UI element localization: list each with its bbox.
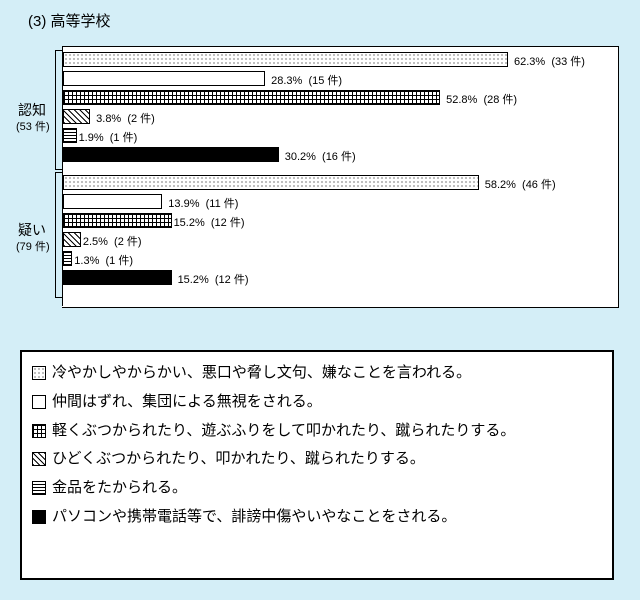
bar-label-1-0: 58.2% (46 件)	[485, 176, 556, 192]
bar-label-1-5: 15.2% (12 件)	[178, 271, 249, 287]
bar-label-0-2: 52.8% (28 件)	[446, 91, 517, 107]
legend-text-1: 仲間はずれ、集団による無視をされる。	[52, 393, 602, 412]
section-title: (3) 高等学校	[28, 10, 111, 31]
bar-label-0-4: 1.9% (1 件)	[79, 129, 138, 145]
group-label-1: 疑い	[18, 220, 46, 240]
bar-1-0	[63, 175, 479, 190]
bar-0-0	[63, 52, 508, 67]
legend-item-1: 仲間はずれ、集団による無視をされる。	[32, 393, 602, 412]
legend-text-0: 冷やかしやからかい、悪口や脅し文句、嫌なことを言われる。	[52, 364, 602, 383]
legend-swatch-2	[32, 424, 46, 438]
legend-swatch-5	[32, 510, 46, 524]
bar-0-3	[63, 109, 90, 124]
legend-swatch-1	[32, 395, 46, 409]
bar-0-1	[63, 71, 265, 86]
legend-items: 冷やかしやからかい、悪口や脅し文句、嫌なことを言われる。仲間はずれ、集団による無…	[32, 364, 602, 527]
legend-item-2: 軽くぶつかられたり、遊ぶふりをして叩かれたり、蹴られたりする。	[32, 422, 602, 441]
group-sublabel-1: (79 件)	[16, 238, 50, 254]
legend-text-5: パソコンや携帯電話等で、誹謗中傷やいやなことをされる。	[52, 508, 602, 527]
bar-label-1-1: 13.9% (11 件)	[168, 195, 238, 211]
legend-item-0: 冷やかしやからかい、悪口や脅し文句、嫌なことを言われる。	[32, 364, 602, 383]
bar-0-5	[63, 147, 279, 162]
bar-0-2	[63, 90, 440, 105]
legend-item-3: ひどくぶつかられたり、叩かれたり、蹴られたりする。	[32, 450, 602, 469]
bar-label-0-5: 30.2% (16 件)	[285, 148, 356, 164]
group-bracket-0	[55, 50, 62, 170]
bar-label-1-3: 2.5% (2 件)	[83, 233, 142, 249]
group-bracket-1	[55, 172, 62, 298]
bar-label-0-3: 3.8% (2 件)	[96, 110, 155, 126]
legend-swatch-3	[32, 452, 46, 466]
bar-0-4	[63, 128, 77, 143]
root: (3) 高等学校 認知(53 件) 62.3% (33 件) 28.3% (15 件…	[0, 0, 640, 600]
bar-label-1-4: 1.3% (1 件)	[74, 252, 133, 268]
bar-label-1-2: 15.2% (12 件)	[174, 214, 245, 230]
bar-label-0-0: 62.3% (33 件)	[514, 53, 585, 69]
bar-label-0-1: 28.3% (15 件)	[271, 72, 342, 88]
bar-1-3	[63, 232, 81, 247]
bar-1-1	[63, 194, 162, 209]
legend-swatch-0	[32, 366, 46, 380]
legend-text-4: 金品をたかられる。	[52, 479, 602, 498]
legend-text-3: ひどくぶつかられたり、叩かれたり、蹴られたりする。	[52, 450, 602, 469]
bar-1-5	[63, 270, 172, 285]
group-sublabel-0: (53 件)	[16, 118, 50, 134]
legend-item-4: 金品をたかられる。	[32, 479, 602, 498]
legend-box: 冷やかしやからかい、悪口や脅し文句、嫌なことを言われる。仲間はずれ、集団による無…	[20, 350, 614, 580]
legend-item-5: パソコンや携帯電話等で、誹謗中傷やいやなことをされる。	[32, 508, 602, 527]
group-label-0: 認知	[18, 100, 46, 120]
bar-1-2	[63, 213, 172, 228]
legend-swatch-4	[32, 481, 46, 495]
legend-text-2: 軽くぶつかられたり、遊ぶふりをして叩かれたり、蹴られたりする。	[52, 422, 602, 441]
bar-1-4	[63, 251, 72, 266]
